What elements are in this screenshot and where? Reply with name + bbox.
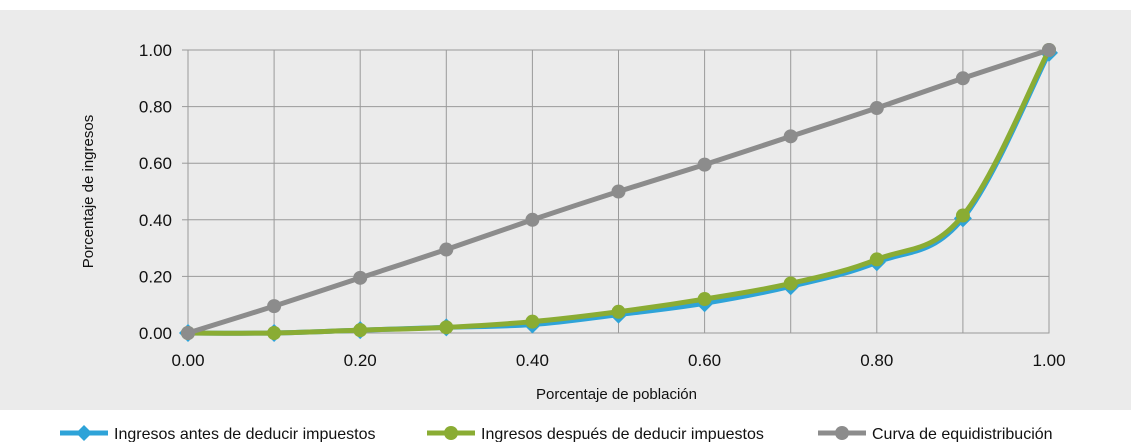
y-tick-label: 0.40	[139, 211, 172, 230]
data-point-circle	[611, 304, 626, 319]
legend-swatch-marker	[76, 425, 92, 441]
data-point-circle	[869, 101, 884, 116]
series-line	[185, 47, 1052, 336]
data-point-circle	[181, 326, 195, 340]
data-point-circle	[697, 292, 712, 307]
data-point-circle	[869, 252, 884, 267]
y-axis-title: Porcentaje de ingresos	[80, 115, 97, 268]
x-tick-label: 0.80	[860, 351, 893, 370]
legend-item: Ingresos después de deducir impuestos	[427, 426, 764, 442]
y-tick-label: 0.00	[139, 324, 172, 343]
data-point-circle	[267, 299, 282, 314]
x-tick-label: 1.00	[1032, 351, 1065, 370]
data-point-circle	[439, 242, 454, 257]
x-axis-title: Porcentaje de población	[536, 386, 697, 403]
x-tick-label: 0.00	[171, 351, 204, 370]
y-tick-label: 0.20	[139, 267, 172, 286]
legend-item: Ingresos antes de deducir impuestos	[60, 425, 375, 442]
data-point-circle	[353, 323, 368, 338]
x-tick-label: 0.20	[344, 351, 377, 370]
y-tick-label: 0.60	[139, 154, 172, 173]
y-tick-label: 0.80	[139, 98, 172, 117]
data-point-circle	[611, 184, 626, 199]
x-tick-label: 0.40	[516, 351, 549, 370]
legend-swatch-marker	[835, 426, 849, 440]
data-point-circle	[955, 208, 970, 223]
data-point-circle	[525, 212, 540, 227]
legend-label: Ingresos después de deducir impuestos	[481, 426, 764, 442]
data-point-circle	[525, 314, 540, 329]
y-tick-label: 1.00	[139, 41, 172, 60]
data-point-circle	[353, 270, 368, 285]
data-point-circle	[697, 157, 712, 172]
data-point-circle	[1042, 43, 1056, 57]
x-tick-label: 0.60	[688, 351, 721, 370]
data-point-circle	[783, 276, 798, 291]
legend-item: Curva de equidistribución	[818, 426, 1053, 442]
legend-label: Ingresos antes de deducir impuestos	[114, 426, 375, 442]
legend-swatch-marker	[444, 426, 458, 440]
data-point-circle	[955, 71, 970, 86]
data-point-circle	[439, 320, 454, 335]
legend-label: Curva de equidistribución	[872, 426, 1053, 442]
series-3	[181, 43, 1056, 340]
data-point-circle	[267, 326, 282, 340]
data-point-circle	[783, 129, 798, 144]
